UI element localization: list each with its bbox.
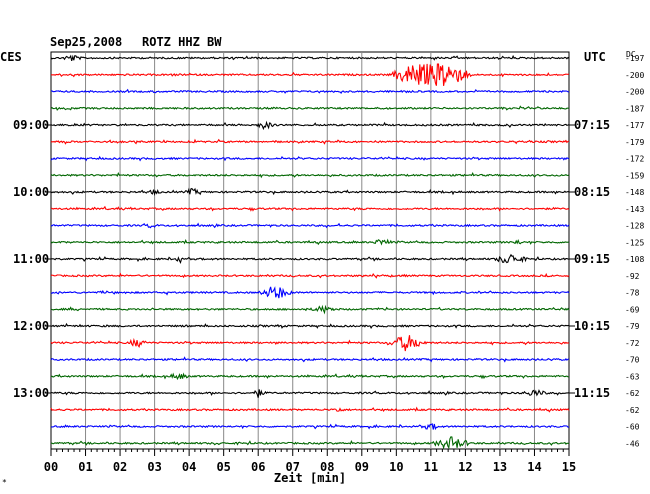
- x-tick-label: 04: [182, 460, 196, 474]
- trace-dc-value: -128: [625, 222, 644, 231]
- x-tick-label: 07: [286, 460, 300, 474]
- trace-dc-value: -197: [625, 54, 644, 63]
- chart-date: Sep25,2008: [50, 35, 122, 49]
- trace-dc-value: -148: [625, 188, 644, 197]
- dc-label: DC: [626, 50, 636, 59]
- x-tick-label: 11: [424, 460, 438, 474]
- trace-dc-value: -62: [625, 406, 640, 415]
- right-time-label: 11:15: [574, 386, 610, 400]
- trace-dc-value: -70: [625, 356, 640, 365]
- trace-dc-value: -187: [625, 104, 644, 113]
- x-tick-label: 03: [147, 460, 161, 474]
- seismic-trace: [50, 253, 570, 265]
- trace-dc-value: -79: [625, 322, 640, 331]
- corner-mark: *: [2, 478, 7, 487]
- seismic-trace: [50, 222, 570, 229]
- x-tick-label: 09: [355, 460, 369, 474]
- seismic-trace: [50, 172, 570, 179]
- x-tick-label: 12: [458, 460, 472, 474]
- right-time-label: 07:15: [574, 118, 610, 132]
- left-time-label: 11:00: [13, 252, 49, 266]
- trace-dc-value: -63: [625, 372, 640, 381]
- label-group: 00 01 02 03 04 05 06 07 08 09 10 11 12 13 14 15 -197 -200…: [13, 54, 644, 474]
- seismic-trace: [50, 286, 570, 299]
- left-time-label: 13:00: [13, 386, 49, 400]
- right-time-label: 08:15: [574, 185, 610, 199]
- trace-dc-value: -179: [625, 138, 644, 147]
- seismic-trace: [50, 63, 570, 86]
- right-axis-label: UTC: [584, 50, 606, 64]
- trace-dc-value: -200: [625, 88, 644, 97]
- seismic-trace: [50, 105, 570, 111]
- seismic-trace: [50, 54, 570, 61]
- seismic-trace: [50, 187, 570, 197]
- trace-dc-value: -108: [625, 255, 644, 264]
- chart-station: ROTZ HHZ BW: [142, 35, 222, 49]
- seismic-trace: [50, 304, 570, 315]
- trace-dc-value: -172: [625, 155, 644, 164]
- x-tick-label: 06: [251, 460, 265, 474]
- left-time-label: 09:00: [13, 118, 49, 132]
- right-time-label: 10:15: [574, 319, 610, 333]
- trace-dc-value: -125: [625, 238, 644, 247]
- trace-dc-value: -200: [625, 71, 644, 80]
- seismic-trace: [50, 389, 570, 398]
- seismic-trace: [50, 272, 570, 279]
- x-axis-title: Zeit [min]: [274, 471, 346, 485]
- seismic-trace: [50, 155, 570, 162]
- seismic-trace: [50, 120, 570, 131]
- trace-group: [50, 54, 570, 450]
- seismic-trace: [50, 238, 570, 246]
- trace-dc-value: -62: [625, 389, 640, 398]
- seismic-trace: [50, 205, 570, 212]
- trace-dc-value: -72: [625, 339, 640, 348]
- grid-lines: [45, 51, 575, 456]
- right-time-label: 09:15: [574, 252, 610, 266]
- seismic-trace: [50, 335, 570, 352]
- left-time-label: 10:00: [13, 185, 49, 199]
- trace-dc-value: -78: [625, 289, 640, 298]
- seismic-trace: [51, 322, 570, 329]
- x-tick-label: 13: [493, 460, 507, 474]
- seismic-trace: [50, 88, 570, 95]
- trace-dc-value: -46: [625, 439, 640, 448]
- x-tick-label: 00: [44, 460, 58, 474]
- left-axis-label: CES: [0, 50, 22, 64]
- seismic-trace: [50, 406, 570, 413]
- seismic-trace: [50, 436, 570, 450]
- x-tick-label: 01: [78, 460, 92, 474]
- seismic-trace: [50, 423, 570, 431]
- seismic-trace: [50, 138, 570, 145]
- trace-dc-value: -143: [625, 205, 644, 214]
- x-tick-label: 14: [527, 460, 541, 474]
- trace-dc-value: -159: [625, 171, 644, 180]
- x-tick-label: 10: [389, 460, 403, 474]
- trace-dc-value: -60: [625, 423, 640, 432]
- x-tick-label: 05: [216, 460, 230, 474]
- x-tick-label: 02: [113, 460, 127, 474]
- seismic-trace: [50, 372, 570, 381]
- trace-dc-value: -177: [625, 121, 644, 130]
- seismic-trace: [50, 356, 570, 363]
- left-time-label: 12:00: [13, 319, 49, 333]
- trace-dc-value: -69: [625, 305, 640, 314]
- trace-dc-value: -92: [625, 272, 640, 281]
- x-tick-label: 08: [320, 460, 334, 474]
- x-tick-label: 15: [562, 460, 576, 474]
